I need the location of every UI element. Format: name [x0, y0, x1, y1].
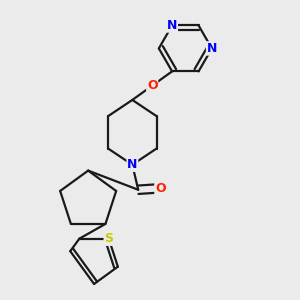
- Text: O: O: [147, 79, 158, 92]
- Text: O: O: [155, 182, 166, 195]
- Text: S: S: [104, 232, 113, 245]
- Text: N: N: [127, 158, 137, 171]
- Text: N: N: [167, 19, 177, 32]
- Text: N: N: [207, 42, 217, 55]
